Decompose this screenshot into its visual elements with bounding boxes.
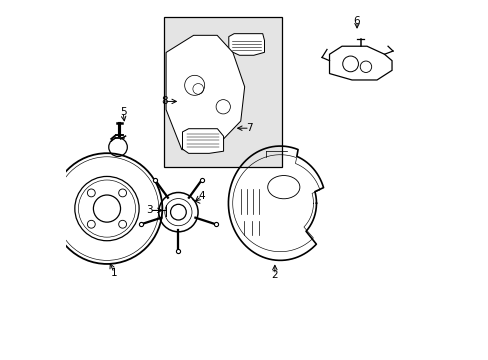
Text: 5: 5: [120, 107, 126, 117]
Text: 6: 6: [353, 16, 360, 26]
Bar: [164, 18, 282, 167]
Text: 2: 2: [271, 270, 278, 280]
Text: 7: 7: [246, 123, 253, 133]
Text: 3: 3: [146, 205, 153, 215]
Text: 8: 8: [161, 96, 167, 107]
Polygon shape: [182, 129, 223, 153]
Polygon shape: [228, 34, 264, 55]
Text: 4: 4: [198, 191, 204, 201]
Text: 1: 1: [111, 268, 117, 278]
Polygon shape: [166, 35, 244, 150]
